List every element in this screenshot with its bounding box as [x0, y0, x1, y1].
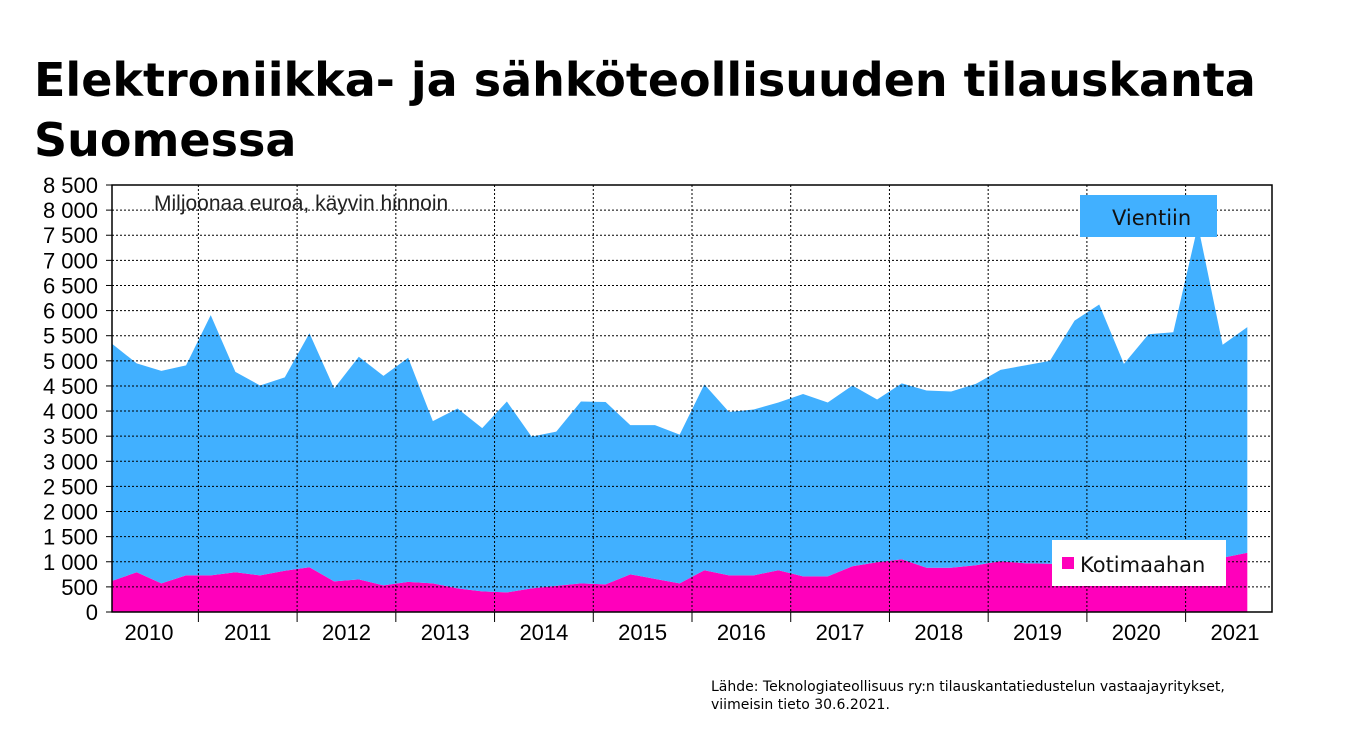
grid-layer — [112, 185, 1272, 612]
source-line-2: viimeisin tieto 30.6.2021. — [711, 697, 890, 713]
x-tick-label: 2014 — [519, 620, 568, 645]
y-tick-label: 2 000 — [43, 500, 98, 525]
chart-title: Elektroniikka- ja sähköteollisuuden tila… — [34, 53, 1256, 167]
series-area-vientiin — [112, 225, 1248, 593]
legend-kotimaahan-swatch — [1062, 557, 1074, 569]
y-tick-label: 0 — [86, 600, 98, 625]
y-tick-label: 7 000 — [43, 248, 98, 273]
x-tick-label: 2020 — [1112, 620, 1161, 645]
y-tick-label: 1 000 — [43, 550, 98, 575]
x-tick-label: 2016 — [717, 620, 766, 645]
y-tick-label: 4 500 — [43, 374, 98, 399]
y-tick-label: 5 500 — [43, 324, 98, 349]
x-tick-label: 2010 — [125, 620, 174, 645]
unit-annotation: Miljoonaa euroa, käyvin hinnoin — [154, 192, 448, 215]
y-tick-label: 3 500 — [43, 424, 98, 449]
source-line-1: Lähde: Teknologiateollisuus ry:n tilausk… — [711, 679, 1225, 695]
legend-vientiin-swatch — [1094, 210, 1106, 222]
x-tick-label: 2017 — [816, 620, 865, 645]
y-tick-label: 2 500 — [43, 474, 98, 499]
x-tick-label: 2021 — [1211, 620, 1260, 645]
y-tick-label: 500 — [61, 575, 98, 600]
y-tick-label: 6 500 — [43, 273, 98, 298]
y-tick-label: 8 500 — [43, 173, 98, 198]
y-tick-label: 8 000 — [43, 198, 98, 223]
x-tick-label: 2011 — [224, 620, 271, 645]
y-tick-label: 5 000 — [43, 349, 98, 374]
legend-kotimaahan-background — [1052, 540, 1226, 586]
legend-kotimaahan: Kotimaahan — [1052, 540, 1226, 586]
x-tick-label: 2015 — [618, 620, 667, 645]
x-tick-label: 2019 — [1013, 620, 1062, 645]
legend-vientiin: Vientiin — [1080, 195, 1217, 237]
source-note: Lähde: Teknologiateollisuus ry:n tilausk… — [711, 678, 1225, 714]
y-tick-label: 6 000 — [43, 299, 98, 324]
y-tick-label: 4 000 — [43, 399, 98, 424]
x-tick-label: 2013 — [421, 620, 470, 645]
x-tick-label: 2018 — [914, 620, 963, 645]
y-tick-label: 3 000 — [43, 449, 98, 474]
x-tick-label: 2012 — [322, 620, 371, 645]
legend-kotimaahan-label: Kotimaahan — [1080, 553, 1205, 577]
y-tick-label: 1 500 — [43, 525, 98, 550]
y-tick-label: 7 500 — [43, 223, 98, 248]
legend-vientiin-label: Vientiin — [1112, 206, 1191, 230]
